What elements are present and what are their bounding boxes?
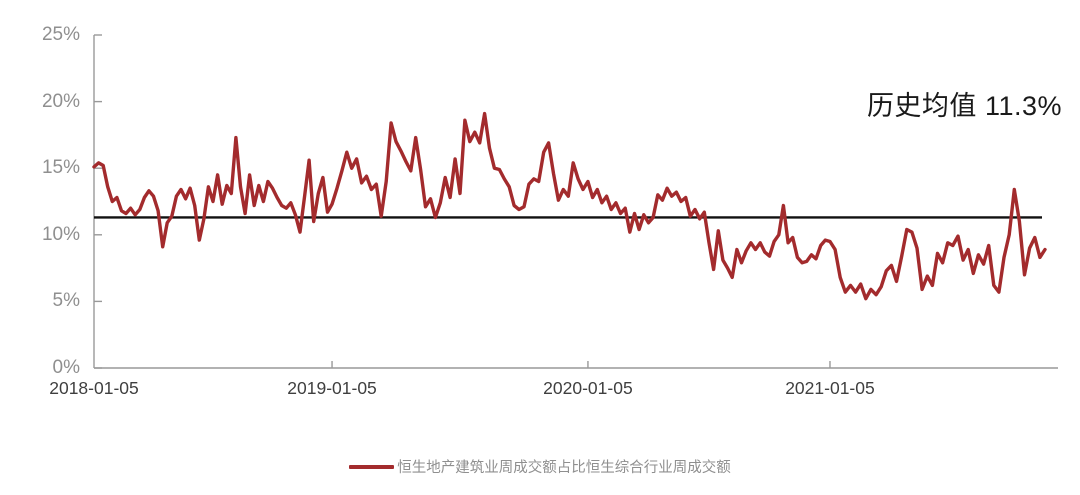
y-tick-label: 0% [52, 357, 80, 378]
y-tick-label: 20% [41, 90, 80, 112]
turnover-share-series-line [92, 111, 1047, 301]
historical-mean-annotation: 历史均值 11.3% [866, 91, 1062, 121]
y-tick-label: 5% [52, 290, 80, 312]
legend-line-swatch [349, 464, 395, 469]
legend-series-label: 恒生地产建筑业周成交额占比恒生综合行业周成交额 [397, 460, 731, 476]
chart-canvas [92, 34, 1058, 369]
x-tick-label: 2021-01-05 [785, 378, 875, 398]
y-tick-label: 10% [41, 223, 80, 245]
legend: 恒生地产建筑业周成交额占比恒生综合行业周成交额 [0, 456, 1080, 477]
y-tick-label: 25% [41, 24, 80, 45]
y-tick-label: 15% [41, 157, 80, 179]
x-tick-label: 2018-01-05 [49, 378, 139, 398]
x-tick-label: 2020-01-05 [543, 378, 633, 398]
x-tick-label: 2019-01-05 [287, 378, 377, 398]
